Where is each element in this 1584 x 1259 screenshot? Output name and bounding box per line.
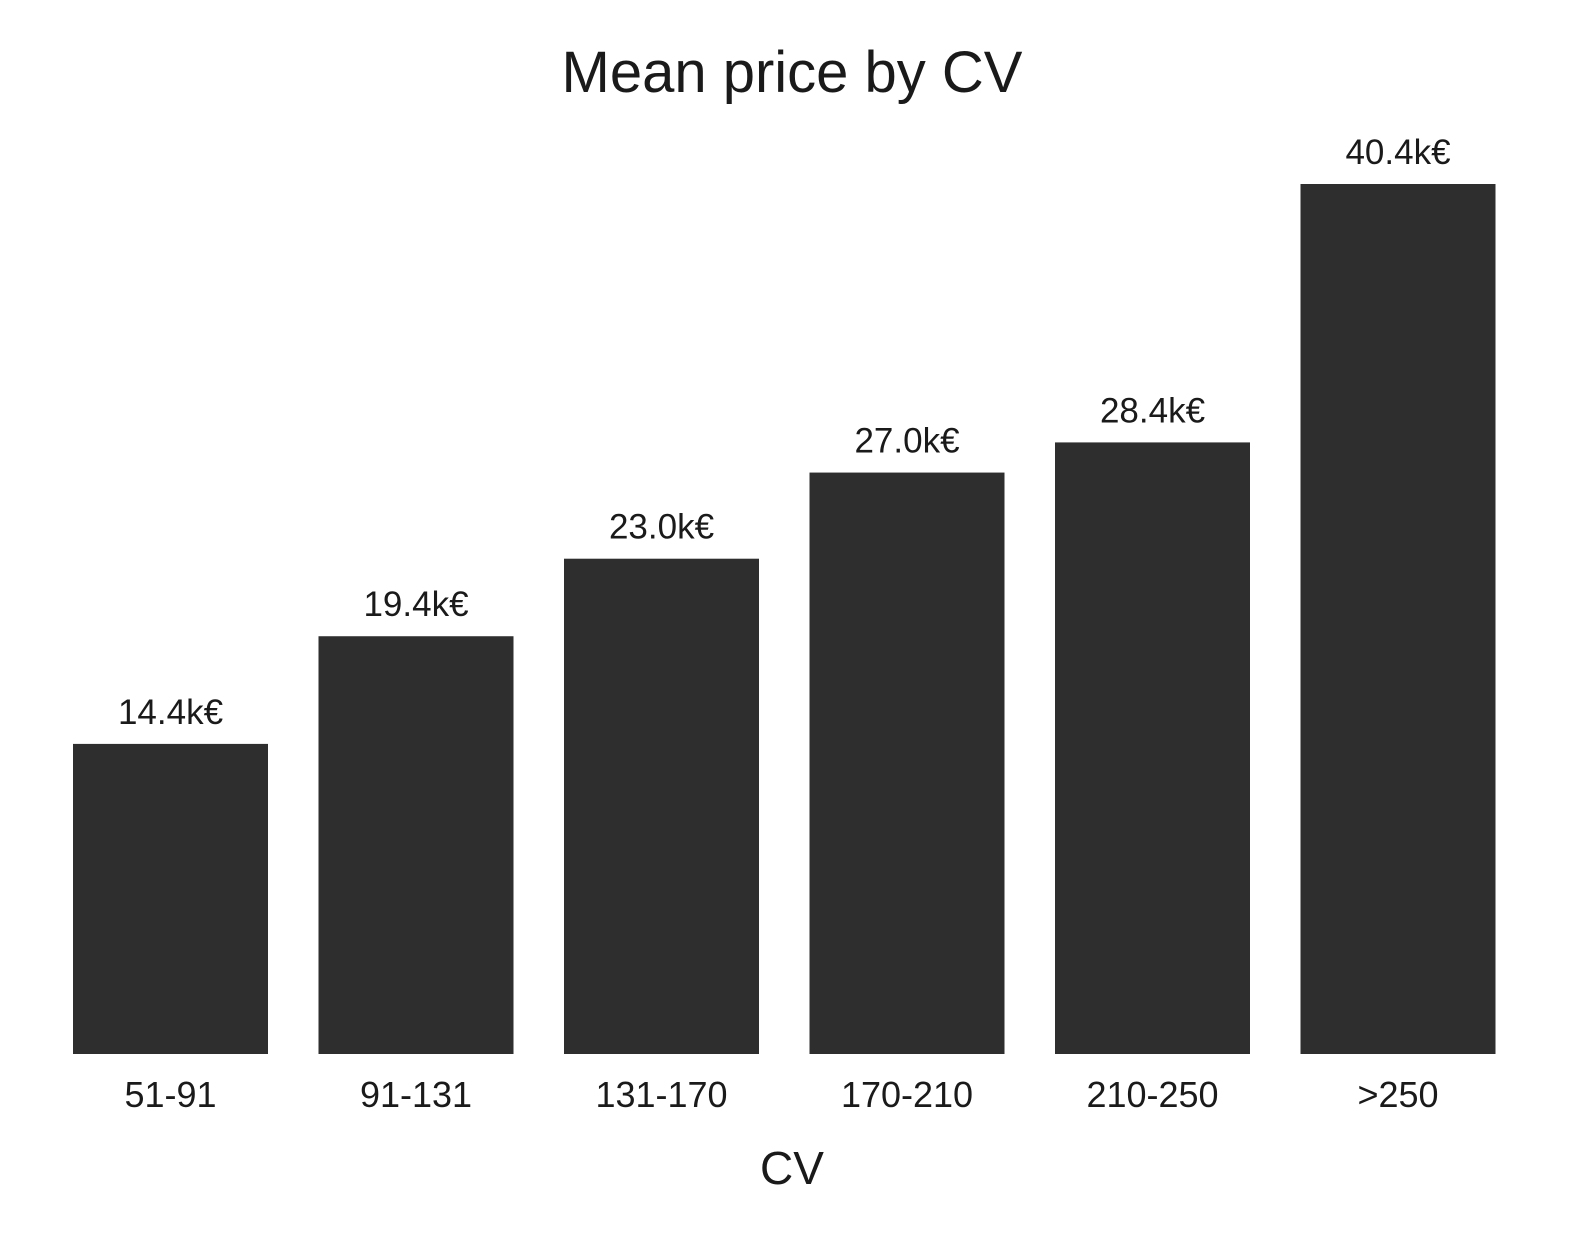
- bar-5: [1300, 184, 1496, 1054]
- bar-value-label-0: 14.4k€: [118, 693, 223, 732]
- bars-group: [73, 184, 1496, 1055]
- x-tick-label-1: 91-131: [360, 1074, 472, 1115]
- bar-0: [73, 743, 268, 1054]
- chart-title: Mean price by CV: [562, 40, 1023, 105]
- bar-value-label-3: 27.0k€: [854, 422, 959, 461]
- x-tick-label-0: 51-91: [124, 1074, 216, 1115]
- x-tick-label-4: 210-250: [1086, 1074, 1218, 1115]
- x-tick-label-3: 170-210: [841, 1074, 973, 1115]
- x-tick-label-5: >250: [1357, 1074, 1438, 1115]
- bar-4: [1055, 442, 1250, 1054]
- bar-1: [318, 636, 514, 1054]
- bar-value-label-1: 19.4k€: [363, 585, 468, 624]
- value-labels-group: 14.4k€ 19.4k€ 23.0k€ 27.0k€ 28.4k€ 40.4k€: [118, 133, 1451, 732]
- x-axis-tick-labels: 51-91 91-131 131-170 170-210 210-250 >250: [124, 1074, 1438, 1115]
- bar-value-label-5: 40.4k€: [1345, 133, 1450, 172]
- bar-2: [564, 558, 759, 1054]
- bar-3: [809, 472, 1005, 1055]
- x-axis-title: CV: [760, 1142, 824, 1194]
- x-tick-label-2: 131-170: [595, 1074, 727, 1115]
- bar-value-label-2: 23.0k€: [609, 508, 714, 547]
- bar-value-label-4: 28.4k€: [1100, 391, 1205, 430]
